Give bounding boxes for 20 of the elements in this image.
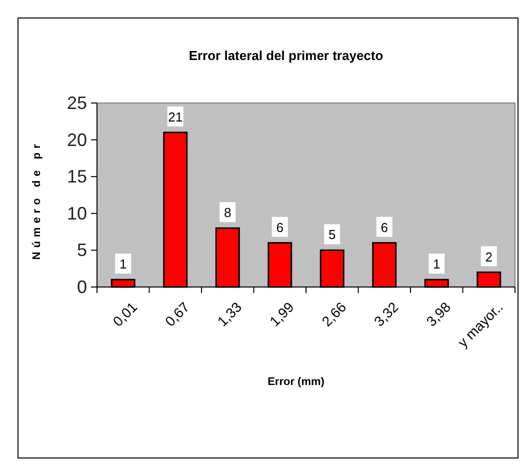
data-label: 5 [328,227,336,242]
data-label: 6 [380,220,388,235]
y-tick-label: 15 [66,166,87,187]
y-tick-label: 5 [76,240,87,260]
data-label: 8 [224,205,232,220]
data-label: 6 [276,220,284,235]
data-label: 2 [485,249,492,264]
y-tick-label: 0 [76,277,87,297]
y-tick-label: 10 [66,203,87,224]
chart-title: Error lateral del primer trayecto [188,48,384,63]
y-axis-title: Número de pr [31,140,43,260]
x-tick-label: 3,32 [370,298,402,330]
x-axis-title: Error (mm) [268,376,325,388]
y-tick-label: 20 [66,130,87,150]
y-tick-label: 25 [66,93,87,113]
x-tick-label: 0,01 [110,298,140,330]
data-label: 1 [120,256,127,272]
data-label: 1 [433,256,440,272]
x-tick-label: 3,98 [423,298,454,330]
data-label: 21 [168,109,183,124]
